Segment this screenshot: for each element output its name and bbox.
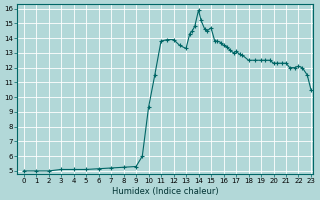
X-axis label: Humidex (Indice chaleur): Humidex (Indice chaleur) — [112, 187, 219, 196]
